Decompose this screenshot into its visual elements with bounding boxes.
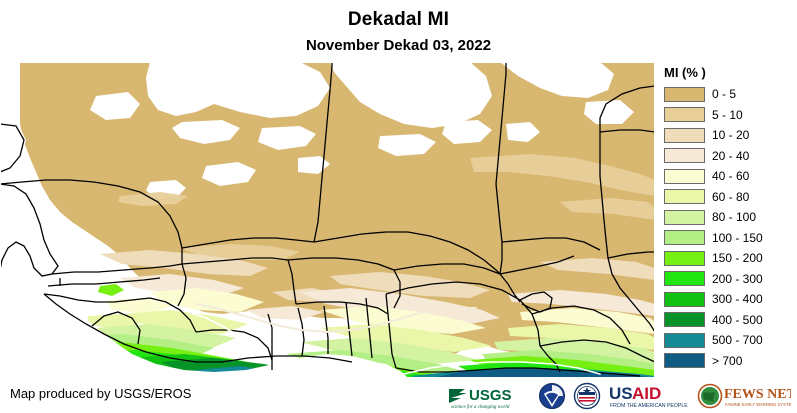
- legend-swatch: [664, 209, 705, 225]
- legend-swatch: [664, 250, 705, 266]
- legend-label: 40 - 60: [712, 169, 750, 184]
- logo-bar: USGS science for a changing world US AID…: [447, 379, 791, 412]
- gulf-of-guinea: [322, 360, 408, 378]
- svg-text:US: US: [609, 384, 633, 403]
- rivers: [187, 311, 601, 375]
- class-40-60: [106, 288, 655, 334]
- legend-label: 60 - 80: [712, 189, 750, 204]
- svg-text:USGS: USGS: [469, 387, 512, 404]
- svg-text:FEWS NET: FEWS NET: [724, 387, 791, 402]
- niger-river: [195, 303, 477, 334]
- page-title: Dekadal MI: [347, 9, 450, 30]
- legend-entry: 0 - 5: [664, 84, 797, 105]
- legend-label: > 700: [712, 353, 743, 368]
- credit-text: Map produced by USGS/EROS: [10, 386, 192, 401]
- class-10-20: [100, 250, 655, 302]
- noaa-logo[interactable]: [538, 382, 566, 410]
- usaid-seal-icon[interactable]: [573, 382, 601, 410]
- map-canvas[interactable]: [0, 62, 655, 378]
- legend-entry: 150 - 200: [664, 248, 797, 269]
- legend-entry: 500 - 700: [664, 330, 797, 351]
- class-gt-700: [432, 368, 655, 378]
- legend-entry: 300 - 400: [664, 289, 797, 310]
- legend-title: MI (% ): [664, 65, 706, 80]
- legend-entry: 40 - 60: [664, 166, 797, 187]
- country-borders: [0, 62, 655, 377]
- legend-label: 100 - 150: [712, 230, 763, 245]
- ocean: [0, 122, 404, 378]
- legend-label: 400 - 500: [712, 312, 763, 327]
- map-graphic: [0, 62, 655, 378]
- usaid-wordmark[interactable]: US AID FROM THE AMERICAN PEOPLE: [608, 382, 690, 410]
- legend-swatch: [664, 168, 705, 184]
- svg-text:AID: AID: [632, 384, 661, 403]
- legend-entry: 10 - 20: [664, 125, 797, 146]
- legend-label: 300 - 400: [712, 292, 763, 307]
- svg-text:FROM THE AMERICAN PEOPLE: FROM THE AMERICAN PEOPLE: [610, 403, 688, 409]
- legend-swatch: [664, 312, 705, 328]
- legend-swatch: [664, 291, 705, 307]
- legend-entry: 60 - 80: [664, 187, 797, 208]
- legend-swatch: [664, 127, 705, 143]
- legend-swatch: [664, 230, 705, 246]
- map-legend: MI (% ) 0 - 5 5 - 10 10 - 20 20 - 40 40 - 60…: [660, 62, 797, 378]
- legend-label: 200 - 300: [712, 271, 763, 286]
- legend-swatch: [664, 332, 705, 348]
- legend-label: 500 - 700: [712, 333, 763, 348]
- legend-entry-list: 0 - 5 5 - 10 10 - 20 20 - 40 40 - 60 60 - 80 8…: [660, 84, 797, 371]
- fewsnet-logo[interactable]: FEWS NET FAMINE EARLY WARNING SYSTEMS NE…: [697, 382, 791, 410]
- legend-entry: 100 - 150: [664, 228, 797, 249]
- legend-label: 5 - 10: [712, 107, 743, 122]
- legend-entry: > 700: [664, 351, 797, 372]
- legend-label: 20 - 40: [712, 148, 750, 163]
- nodata-sahara: [90, 62, 634, 198]
- legend-swatch: [664, 148, 705, 164]
- svg-text:science for a changing world: science for a changing world: [451, 405, 510, 410]
- map-header: Dekadal MI November Dekad 03, 2022: [0, 0, 797, 60]
- legend-label: 10 - 20: [712, 128, 750, 143]
- legend-entry: 5 - 10: [664, 105, 797, 126]
- legend-entry: 200 - 300: [664, 269, 797, 290]
- legend-label: 0 - 5: [712, 87, 737, 102]
- legend-entry: 400 - 500: [664, 310, 797, 331]
- legend-swatch: [664, 86, 705, 102]
- legend-entry: 80 - 100: [664, 207, 797, 228]
- map-footer: Map produced by USGS/EROS USGS science f…: [0, 378, 797, 413]
- usgs-logo[interactable]: USGS science for a changing world: [447, 382, 531, 410]
- legend-swatch: [664, 189, 705, 205]
- class-5-10: [118, 154, 655, 260]
- legend-label: 80 - 100: [712, 210, 757, 225]
- legend-swatch: [664, 353, 705, 369]
- legend-swatch: [664, 271, 705, 287]
- legend-label: 150 - 200: [712, 251, 763, 266]
- page-subtitle: November Dekad 03, 2022: [305, 37, 492, 54]
- svg-text:FAMINE EARLY WARNING SYSTEMS N: FAMINE EARLY WARNING SYSTEMS NETWORK: [725, 402, 791, 407]
- legend-swatch: [664, 107, 705, 123]
- legend-entry: 20 - 40: [664, 146, 797, 167]
